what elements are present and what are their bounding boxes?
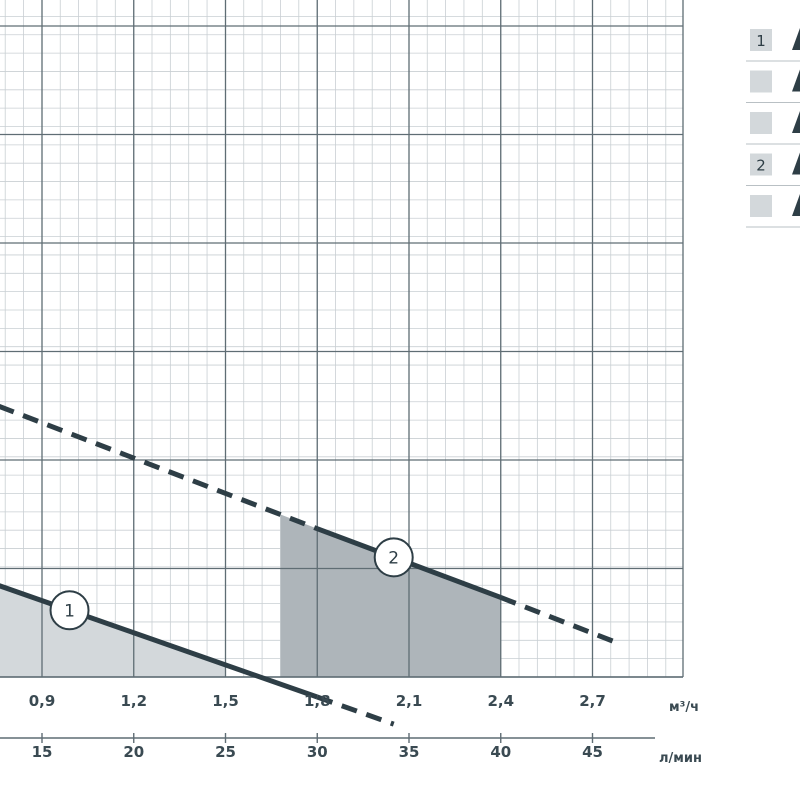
legend-swatch [750,71,772,93]
x-axis-unit-primary: м³/ч [669,700,699,715]
x-tick-label-secondary: 35 [399,743,420,761]
legend-label: 2 [756,157,766,175]
x-tick-label-secondary: 45 [582,743,603,761]
x-tick-label-secondary: 30 [307,743,328,761]
x-tick-label-primary: 0,9 [29,692,56,710]
series-marker-label-1: 1 [64,601,75,621]
legend-label: 1 [756,32,766,50]
series-2-dashed-end [501,597,617,642]
x-tick-label-primary: 2,1 [396,692,423,710]
x-tick-label-primary: 1,5 [212,692,239,710]
x-tick-label-primary: 1,2 [120,692,147,710]
legend-line-sample [792,153,800,175]
legend-line-sample [792,111,800,133]
legend-swatch [750,195,772,217]
series-2-dashed [0,388,317,529]
legend-line-sample [792,70,800,92]
x-tick-label-secondary: 20 [123,743,144,761]
x-tick-label-primary: 2,4 [487,692,514,710]
working-range-area-1 [0,569,226,678]
legend-line-sample [792,194,800,216]
x-tick-label-primary: 2,7 [579,692,606,710]
x-axis-unit-secondary: л/мин [659,751,702,766]
legend-swatch [750,112,772,134]
legend-line-sample [792,28,800,50]
x-tick-label-secondary: 15 [32,743,53,761]
x-tick-label-secondary: 25 [215,743,236,761]
series-marker-label-2: 2 [388,548,399,568]
x-tick-label-secondary: 40 [490,743,511,761]
x-tick-label-primary: 1,8 [304,692,331,710]
